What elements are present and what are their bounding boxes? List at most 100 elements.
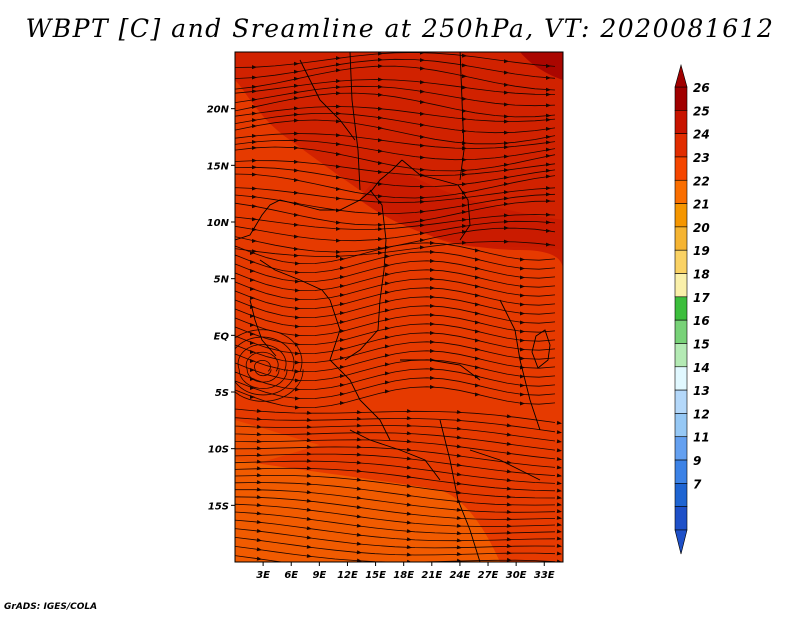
flow-arrow [475,320,480,325]
streamline-10 [235,133,556,149]
streamline-6 [235,92,556,118]
flow-arrow [406,537,412,542]
flow-arrow [520,257,525,262]
flow-arrow [430,375,435,380]
flow-arrow [456,551,462,556]
flow-arrow [385,290,390,295]
streamline-14 [235,166,556,188]
border-line-1 [235,159,403,241]
flow-arrow [420,218,425,223]
flow-arrow [336,226,341,231]
flow-arrow [504,114,509,119]
x-tick-label: 15E [365,570,386,581]
flow-arrow [556,488,562,493]
flow-arrow [356,523,362,528]
flow-arrow [430,348,435,353]
flow-arrow [294,118,299,123]
flow-arrow [385,362,390,367]
streamline-45 [235,445,556,468]
colorbar-swatch [674,226,688,251]
flow-arrow [336,187,341,192]
colorbar-label: 9 [693,454,701,468]
border-line-2 [344,189,387,361]
streamline-61 [245,351,280,383]
flow-arrow [406,423,412,428]
flow-arrow [294,145,299,150]
flow-arrow [250,323,255,328]
flow-arrow [385,389,390,394]
flow-arrow [294,178,299,183]
flow-arrow [456,435,462,440]
streamline-50 [235,482,556,506]
flow-arrow [356,416,362,421]
flow-arrow [406,502,412,507]
flow-arrow [250,278,255,283]
colorbar-swatch [674,389,688,414]
flow-arrow [256,511,262,516]
flow-arrow [356,477,362,482]
flow-arrow [406,474,412,479]
flow-arrow [520,311,525,316]
flow-arrow [340,257,345,262]
streamline-60 [254,360,272,377]
flow-arrow [546,186,551,191]
flow-arrow [252,65,257,70]
flow-arrow [504,175,509,180]
x-tick-label: 18E [393,570,414,581]
flow-arrow [294,159,299,164]
streamline-47 [235,460,556,484]
streamline-53 [235,503,556,527]
colorbar-swatch [674,273,688,298]
flow-arrow [295,270,300,275]
flow-arrow [520,401,525,406]
flow-arrow [456,409,462,414]
flow-arrow [378,64,383,69]
colorbar-swatch [674,459,688,484]
flow-arrow [295,396,300,401]
flow-arrow [336,111,341,116]
flow-arrow [430,276,435,281]
streamline-55 [235,519,556,542]
flow-arrow [252,118,257,123]
flow-arrow [306,507,312,512]
flow-arrow [340,383,345,388]
flow-arrow [462,182,467,187]
flow-arrow [456,453,462,458]
flow-arrow [336,249,341,254]
streamline-4 [235,79,556,95]
flow-arrow [250,251,255,256]
flow-arrow [504,70,509,75]
flow-arrow [336,62,341,67]
flow-arrow [252,249,257,254]
flow-arrow [295,324,300,329]
flow-arrow [475,293,480,298]
flow-arrow [504,90,509,95]
flow-arrow [252,75,257,80]
flow-arrow [356,423,362,428]
border-line-12 [499,299,541,431]
flow-arrow [456,481,462,486]
flow-arrow [295,306,300,311]
flow-arrow [520,302,525,307]
flow-arrow [420,199,425,204]
flow-arrow [340,302,345,307]
flow-arrow [456,490,462,495]
flow-arrow [295,387,300,392]
colorbar-swatch [674,179,688,204]
flow-arrow [546,140,551,145]
streamline-52 [235,496,556,520]
flow-arrow [252,97,257,102]
streamline-20 [235,220,556,242]
flow-arrow [340,320,345,325]
flow-arrow [306,424,312,429]
flow-arrow [506,451,512,456]
flow-arrow [546,103,551,108]
flow-arrow [252,204,257,209]
flow-arrow [430,384,435,389]
streamline-5 [235,85,556,107]
flow-arrow [250,350,255,355]
streamline-1 [235,52,556,68]
flow-arrow [504,219,509,224]
colorbar-label: 12 [693,407,710,421]
flow-arrow [420,52,425,55]
